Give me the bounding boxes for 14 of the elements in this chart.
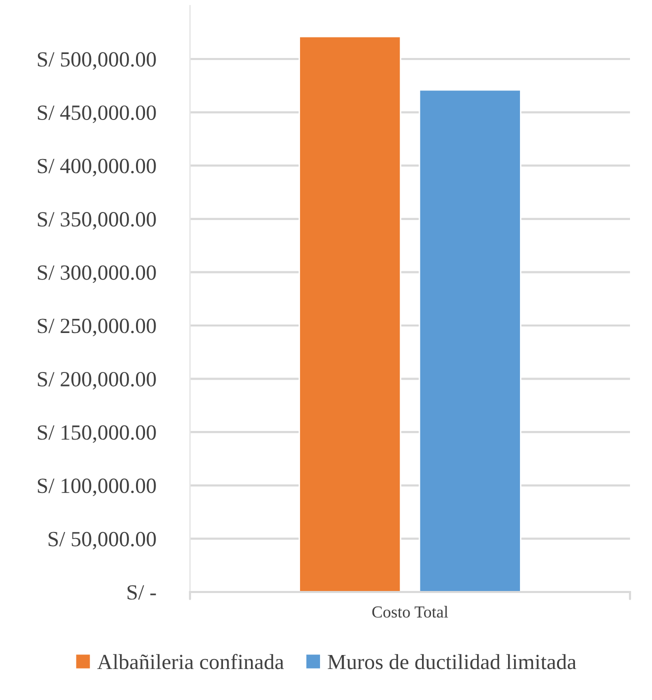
legend-label: Albañileria confinada: [97, 654, 284, 670]
y-tick-label: S/ 300,000.00: [38, 265, 156, 283]
y-tick-label: S/ 400,000.00: [38, 158, 156, 176]
y-tick-label: S/ 450,000.00: [38, 105, 156, 124]
y-tick-label: S/ 150,000.00: [38, 425, 156, 443]
y-tick-label: S/ 500,000.00: [38, 52, 156, 70]
y-tick-label: S/ 200,000.00: [38, 372, 156, 390]
y-tick-label: S/ 350,000.00: [38, 212, 156, 230]
x-tick-label: Costo Total: [372, 606, 448, 618]
y-tick-label: S/ -: [128, 585, 156, 600]
legend-label: Muros de ductilidad limitada: [328, 654, 576, 670]
y-tick-label: S/ 100,000.00: [38, 478, 156, 496]
y-tick-label: S/ 250,000.00: [38, 318, 156, 336]
y-tick-label: S/ 50,000.00: [48, 532, 156, 550]
